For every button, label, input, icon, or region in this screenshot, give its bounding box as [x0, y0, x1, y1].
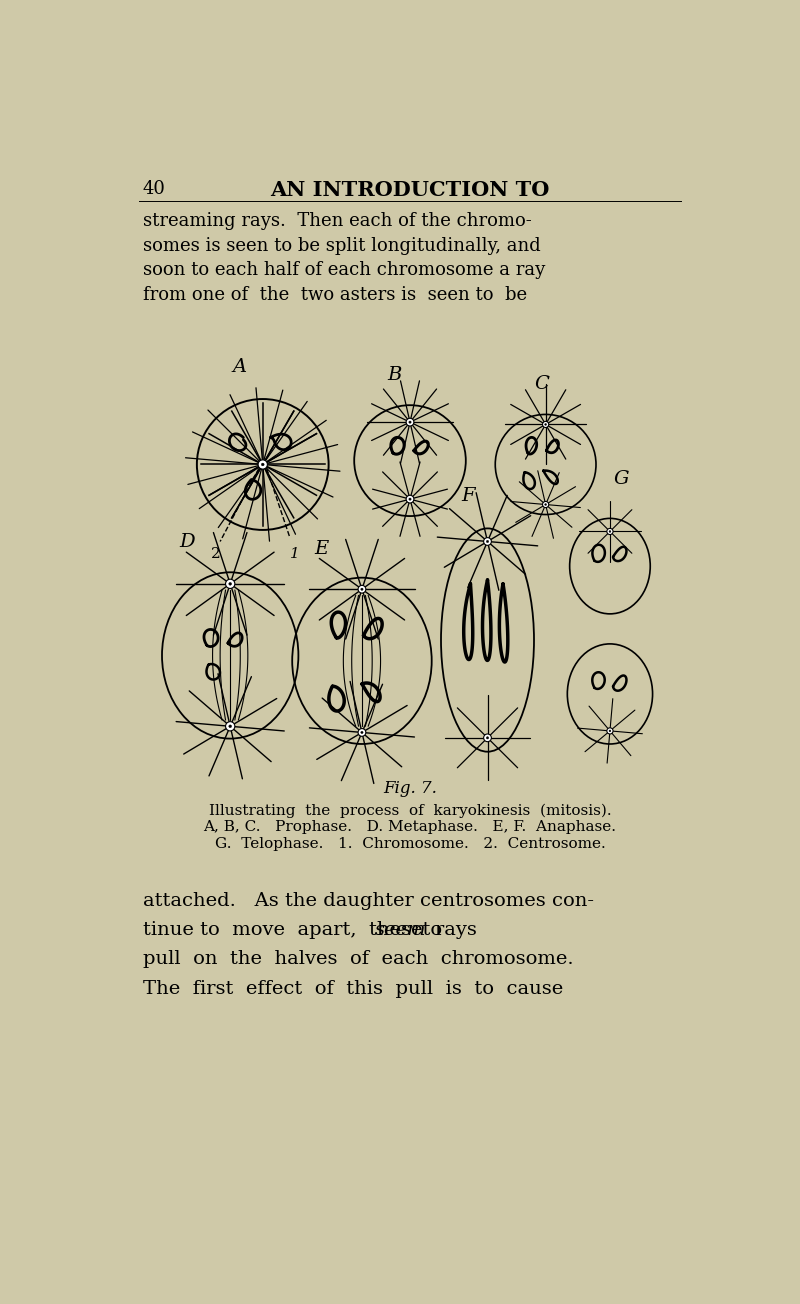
Text: from one of  the  two asters is  seen to  be: from one of the two asters is seen to be	[142, 286, 526, 304]
Circle shape	[358, 585, 366, 593]
Circle shape	[484, 537, 491, 545]
Circle shape	[358, 729, 366, 737]
Circle shape	[262, 463, 264, 466]
Circle shape	[409, 498, 411, 501]
Text: D: D	[180, 533, 195, 550]
Text: 1: 1	[290, 546, 300, 561]
Text: seem: seem	[375, 921, 426, 939]
Text: B: B	[387, 365, 402, 383]
Circle shape	[542, 421, 549, 428]
Text: streaming rays.  Then each of the chromo-: streaming rays. Then each of the chromo-	[142, 213, 531, 230]
Text: A: A	[233, 357, 246, 376]
Circle shape	[609, 531, 611, 532]
Circle shape	[226, 579, 235, 588]
Text: 40: 40	[142, 180, 166, 198]
Circle shape	[229, 583, 231, 585]
Circle shape	[542, 502, 549, 507]
Circle shape	[361, 588, 363, 591]
Circle shape	[486, 737, 489, 739]
Text: pull  on  the  halves  of  each  chromosome.: pull on the halves of each chromosome.	[142, 951, 574, 969]
Circle shape	[229, 725, 231, 728]
Text: G: G	[614, 469, 630, 488]
Text: A, B, C.   Prophase.   D. Metaphase.   E, F.  Anaphase.: A, B, C. Prophase. D. Metaphase. E, F. A…	[203, 820, 617, 835]
Text: The  first  effect  of  this  pull  is  to  cause: The first effect of this pull is to caus…	[142, 979, 563, 998]
Circle shape	[361, 732, 363, 734]
Text: attached.   As the daughter centrosomes con-: attached. As the daughter centrosomes co…	[142, 892, 594, 910]
Circle shape	[406, 419, 414, 426]
Text: F: F	[462, 488, 475, 505]
Circle shape	[545, 424, 546, 425]
Text: 2: 2	[211, 546, 221, 561]
Text: G.  Telophase.   1.  Chromosome.   2.  Centrosome.: G. Telophase. 1. Chromosome. 2. Centroso…	[214, 837, 606, 852]
Circle shape	[607, 528, 613, 535]
Text: Fig. 7.: Fig. 7.	[383, 780, 437, 797]
Circle shape	[609, 730, 611, 732]
Text: to: to	[410, 921, 442, 939]
Circle shape	[409, 421, 411, 424]
Text: soon to each half of each chromosome a ray: soon to each half of each chromosome a r…	[142, 261, 545, 279]
Text: C: C	[534, 374, 549, 393]
Circle shape	[484, 734, 491, 742]
Circle shape	[486, 540, 489, 542]
Text: Illustrating  the  process  of  karyokinesis  (mitosis).: Illustrating the process of karyokinesis…	[209, 803, 611, 818]
Text: tinue to  move  apart,  these  rays: tinue to move apart, these rays	[142, 921, 489, 939]
Circle shape	[607, 728, 613, 734]
Circle shape	[258, 460, 267, 469]
Circle shape	[226, 721, 235, 732]
Circle shape	[545, 503, 546, 506]
Text: E: E	[314, 540, 329, 558]
Circle shape	[406, 496, 414, 503]
Text: AN INTRODUCTION TO: AN INTRODUCTION TO	[270, 180, 550, 200]
Text: somes is seen to be split longitudinally, and: somes is seen to be split longitudinally…	[142, 236, 540, 254]
